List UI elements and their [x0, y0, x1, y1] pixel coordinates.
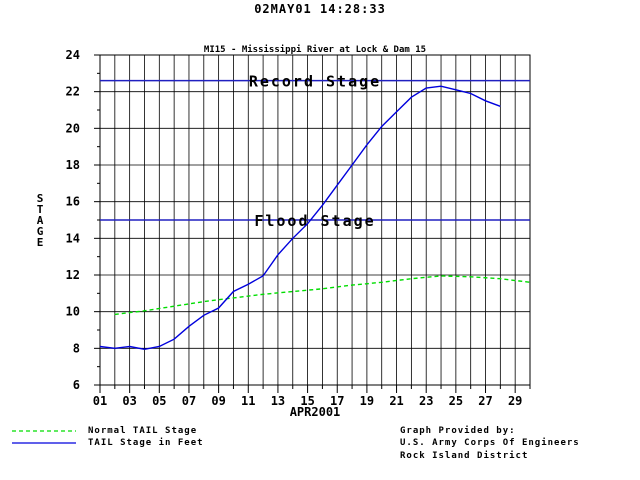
y-axis-label-letter: E — [37, 236, 44, 249]
y-tick-label: 22 — [66, 85, 80, 99]
y-tick-label: 8 — [73, 341, 80, 355]
y-tick-label: 14 — [66, 231, 80, 245]
x-tick-label: 05 — [152, 394, 166, 408]
x-tick-label: 29 — [508, 394, 522, 408]
x-tick-label: 17 — [330, 394, 344, 408]
x-tick-label: 27 — [478, 394, 492, 408]
x-tick-label: 09 — [211, 394, 225, 408]
timestamp: 02MAY01 14:28:33 — [254, 2, 386, 16]
chart-title: MI15 - Mississippi River at Lock & Dam 1… — [204, 44, 426, 55]
x-tick-label: 19 — [360, 394, 374, 408]
y-tick-label: 18 — [66, 158, 80, 172]
credit-line3: Rock Island District — [400, 451, 529, 461]
x-tick-label: 03 — [122, 394, 136, 408]
series-line-tail-stage — [99, 85, 501, 351]
x-tick-label: 07 — [182, 394, 196, 408]
legend-swatches — [12, 430, 76, 444]
legend-tail-label: TAIL Stage in Feet — [88, 438, 204, 448]
y-tick-label: 16 — [66, 195, 80, 209]
y-tick-label: 24 — [66, 48, 80, 62]
reference-line-label: Record Stage — [249, 73, 381, 91]
y-tick-label: 6 — [73, 378, 80, 392]
legend-normal-label: Normal TAIL Stage — [88, 426, 198, 436]
y-axis-label-letter: T — [37, 203, 44, 216]
x-tick-label: 13 — [271, 394, 285, 408]
y-axis-label-letter: S — [37, 192, 44, 205]
x-tick-label: 25 — [449, 394, 463, 408]
y-tick-label: 20 — [66, 121, 80, 135]
y-tick-label: 12 — [66, 268, 80, 282]
x-tick-label: 15 — [300, 394, 314, 408]
x-tick-label: 21 — [389, 394, 403, 408]
y-axis-label-letter: A — [37, 214, 44, 227]
x-tick-label: 11 — [241, 394, 255, 408]
reference-line-label: Flood Stage — [254, 212, 375, 230]
credit-line2: U.S. Army Corps Of Engineers — [400, 438, 580, 448]
credit-line1: Graph Provided by: — [400, 426, 516, 436]
x-axis-label: APR2001 — [290, 405, 341, 419]
x-tick-label: 01 — [93, 394, 107, 408]
y-axis-label-letter: G — [37, 225, 44, 238]
y-tick-label: 10 — [66, 305, 80, 319]
x-tick-label: 23 — [419, 394, 433, 408]
